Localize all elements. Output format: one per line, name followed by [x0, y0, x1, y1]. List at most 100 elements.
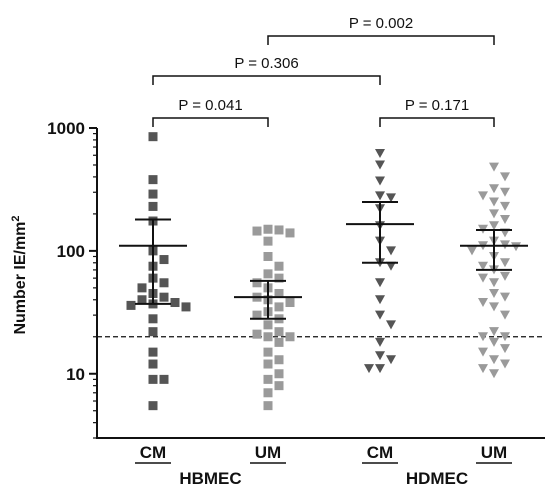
data-point-triangle	[386, 355, 396, 365]
data-point-square	[159, 278, 169, 288]
data-point-triangle	[500, 310, 510, 320]
data-point-triangle	[386, 193, 396, 203]
data-point-square	[274, 302, 284, 312]
data-point-triangle	[489, 278, 499, 288]
data-point-triangle	[489, 197, 499, 207]
data-point-triangle	[386, 320, 396, 330]
data-point-triangle	[478, 347, 488, 357]
x-category-label: UM	[481, 443, 507, 462]
data-point-square	[263, 269, 273, 279]
data-point-triangle	[500, 201, 510, 211]
data-point-triangle	[386, 261, 396, 271]
y-tick-label: 10	[66, 365, 85, 384]
data-point-triangle	[500, 271, 510, 281]
data-point-square	[148, 327, 158, 337]
data-point-square	[170, 298, 180, 308]
data-point-square	[252, 310, 262, 320]
data-point-triangle	[500, 215, 510, 225]
data-point-square	[148, 359, 158, 369]
data-point-square	[252, 329, 262, 339]
data-point-square	[274, 273, 284, 283]
data-point-square	[285, 298, 295, 308]
data-points	[126, 132, 521, 411]
group-label: HBMEC	[179, 469, 241, 488]
data-point-triangle	[386, 246, 396, 256]
data-point-square	[274, 369, 284, 379]
data-point-square	[263, 374, 273, 384]
data-point-triangle	[375, 351, 385, 361]
data-point-triangle	[375, 295, 385, 305]
data-point-square	[263, 401, 273, 411]
data-point-triangle	[478, 298, 488, 308]
data-point-square	[274, 337, 284, 347]
comparison-bracket	[152, 75, 381, 85]
y-ticks: 10 100 1000	[47, 119, 97, 439]
data-point-square	[274, 261, 284, 271]
data-point-triangle	[489, 288, 499, 298]
data-point-square	[148, 175, 158, 185]
data-point-triangle	[375, 191, 385, 201]
data-point-triangle	[375, 176, 385, 186]
data-point-square	[148, 201, 158, 211]
data-point-square	[252, 278, 262, 288]
data-point-square	[274, 288, 284, 298]
data-point-triangle	[478, 364, 488, 374]
data-point-square	[126, 300, 136, 310]
data-point-triangle	[467, 246, 477, 256]
data-point-triangle	[478, 332, 488, 342]
data-point-triangle	[500, 332, 510, 342]
data-point-square	[148, 189, 158, 199]
data-point-triangle	[375, 149, 385, 159]
comparison-bracket	[152, 117, 269, 127]
y-axis-title: Number IE/mm2	[10, 215, 29, 334]
x-category-label: CM	[367, 443, 393, 462]
data-point-square	[148, 132, 158, 142]
data-point-triangle	[375, 310, 385, 320]
data-point-triangle	[375, 364, 385, 374]
data-point-square	[263, 236, 273, 246]
data-point-square	[263, 224, 273, 234]
data-point-square	[148, 314, 158, 324]
data-point-square	[159, 255, 169, 265]
data-point-triangle	[375, 160, 385, 170]
data-point-square	[263, 332, 273, 342]
data-point-square	[263, 359, 273, 369]
p-value-label: P = 0.041	[178, 97, 242, 114]
data-point-square	[159, 374, 169, 384]
data-point-square	[274, 225, 284, 235]
comparison-brackets: P = 0.041 P = 0.171 P = 0.306 P = 0.002	[152, 15, 495, 127]
data-point-triangle	[500, 172, 510, 182]
group-label: HDMEC	[406, 469, 468, 488]
p-value-label: P = 0.002	[349, 15, 413, 32]
data-point-triangle	[500, 187, 510, 197]
data-point-square	[263, 388, 273, 398]
comparison-bracket	[267, 35, 495, 45]
data-point-square	[159, 292, 169, 302]
data-point-square	[263, 347, 273, 357]
data-point-square	[274, 381, 284, 391]
data-point-triangle	[500, 292, 510, 302]
mean-ci-bars	[119, 200, 528, 320]
y-axis-title-text: Number IE/mm	[12, 222, 29, 335]
data-point-square	[148, 401, 158, 411]
data-point-triangle	[489, 209, 499, 219]
group-labels: HBMEC HDMEC	[179, 469, 468, 488]
data-point-square	[274, 327, 284, 337]
axes	[96, 128, 545, 439]
data-point-triangle	[489, 355, 499, 365]
data-point-triangle	[478, 273, 488, 283]
data-point-triangle	[489, 337, 499, 347]
y-axis-title-superscript: 2	[10, 215, 22, 221]
data-point-triangle	[478, 191, 488, 201]
data-point-square	[148, 347, 158, 357]
data-point-square	[285, 228, 295, 238]
data-point-triangle	[500, 258, 510, 268]
data-point-square	[263, 251, 273, 261]
data-point-triangle	[489, 184, 499, 194]
data-point-triangle	[364, 364, 374, 374]
comparison-bracket	[379, 117, 495, 127]
x-category-label: CM	[140, 443, 166, 462]
data-point-triangle	[489, 302, 499, 312]
